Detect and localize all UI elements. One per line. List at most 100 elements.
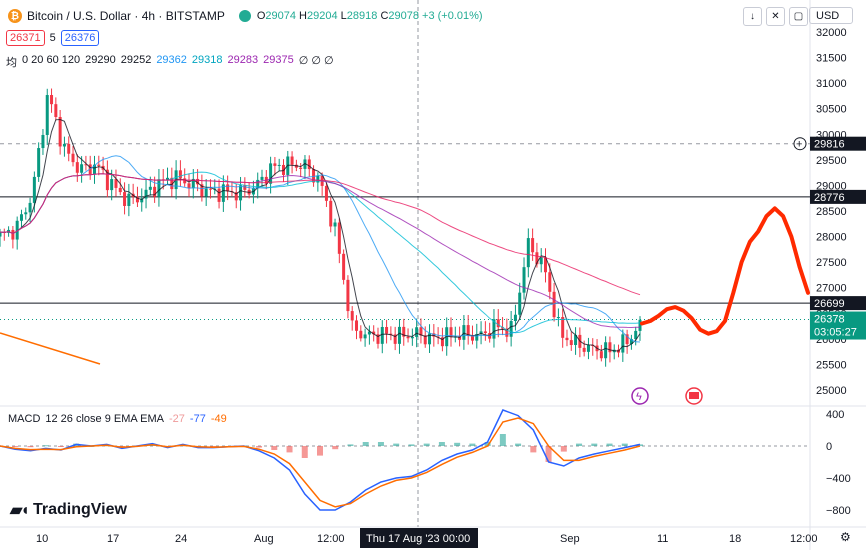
price-tick-label: 31000	[816, 78, 847, 90]
candle-body	[501, 327, 505, 329]
candle-body	[15, 220, 19, 240]
close-icon[interactable]: ✕	[766, 7, 785, 26]
currency-select[interactable]: USD	[809, 7, 853, 24]
candle-body	[513, 314, 517, 322]
price-tick-label: 30500	[816, 104, 847, 116]
candle-body	[548, 272, 552, 292]
candle-body	[256, 179, 260, 189]
candle-body	[217, 188, 221, 202]
macd-histogram-bar	[286, 446, 293, 453]
candle-body	[118, 187, 122, 193]
macd-histogram-bar	[332, 446, 339, 450]
candle-body	[41, 134, 45, 149]
macd-histogram-bar	[576, 443, 583, 446]
macd-histogram-bar	[12, 446, 19, 447]
candle-body	[196, 178, 200, 185]
time-tick-label: 17	[107, 533, 119, 545]
bid-price[interactable]: 26371	[6, 30, 45, 46]
macd-params: 12 26 close 9 EMA EMA	[45, 413, 165, 425]
candle-body	[634, 330, 638, 340]
candle-body	[307, 159, 311, 170]
ma-legend[interactable]: 均 0 20 60 120 29290 29252 29362 29318 29…	[6, 54, 334, 70]
candle-body	[269, 163, 273, 184]
arrow-down-icon[interactable]: ↓	[743, 7, 762, 26]
symbol-title[interactable]: Bitcoin / U.S. Dollar · 4h · BITSTAMP	[27, 9, 225, 23]
candle-body	[135, 196, 139, 203]
trend-line	[0, 332, 101, 365]
macd-histogram-bar	[393, 443, 400, 446]
macd-histogram-bar	[469, 443, 476, 446]
candle-body	[24, 212, 28, 215]
candle-body	[462, 325, 466, 340]
candle-body	[569, 340, 573, 346]
moving-average-line	[0, 171, 641, 334]
lightning-glyph: ϟ	[636, 391, 642, 403]
price-line-label: 28776	[814, 192, 845, 204]
settings-gear-icon[interactable]: ⚙	[840, 530, 851, 544]
candle-body	[638, 319, 642, 331]
candle-body	[604, 342, 608, 359]
macd-tick-label: 400	[826, 409, 844, 421]
candle-body	[359, 330, 363, 339]
current-price-box	[810, 311, 866, 340]
price-tick-label: 29000	[816, 180, 847, 192]
quote-row: 26371 5 26376	[6, 30, 100, 46]
candle-body	[483, 331, 487, 334]
candle-body	[178, 170, 182, 179]
macd-histogram-bar	[408, 444, 415, 446]
macd-value-signal: -49	[210, 413, 227, 425]
candle-body	[127, 193, 131, 206]
macd-legend[interactable]: MACD 12 26 close 9 EMA EMA -27 -77 -49	[8, 413, 227, 425]
candle-body	[479, 331, 483, 335]
signal-line	[0, 417, 641, 508]
candle-body	[123, 192, 127, 206]
macd-histogram-bar	[57, 446, 64, 447]
price-line-label: 26699	[814, 298, 845, 310]
candle-body	[84, 164, 88, 166]
candle-body	[28, 202, 32, 213]
macd-histogram-bar	[271, 446, 278, 450]
candle-body	[582, 347, 586, 352]
time-tick-label: 24	[175, 533, 187, 545]
countdown-label: 03:05:27	[814, 327, 857, 339]
candle-body	[80, 164, 84, 173]
candle-body	[157, 179, 161, 197]
candle-body	[11, 229, 15, 240]
current-price-label: 26378	[814, 314, 845, 326]
tradingview-logo[interactable]: ▰◖ TradingView	[10, 500, 127, 520]
maximize-icon[interactable]: ▢	[789, 7, 808, 26]
ma-value-6: 29375	[263, 54, 294, 66]
candle-body	[535, 252, 539, 265]
candle-body	[221, 184, 225, 202]
candle-body	[367, 331, 371, 335]
candle-body	[50, 95, 54, 105]
candle-body	[170, 177, 174, 190]
price-label-box	[810, 136, 866, 151]
price-label-box	[810, 296, 866, 311]
ohlc-readout: O29074 H29204 L28918 C29078 +3 (+0.01%)	[256, 10, 483, 22]
candle-body	[191, 178, 195, 189]
candle-body	[526, 238, 530, 268]
candle-body	[385, 326, 389, 334]
price-line-label: 29816	[814, 139, 845, 151]
price-tick-label: 25000	[816, 385, 847, 397]
ask-price[interactable]: 26376	[60, 30, 100, 46]
candle-body	[475, 334, 479, 341]
tradingview-mark-icon: ▰◖	[10, 502, 30, 519]
macd-histogram-bar	[454, 442, 461, 446]
time-tick-label: 12:00	[317, 533, 345, 545]
price-tick-label: 27500	[816, 257, 847, 269]
price-tick-label: 32000	[816, 27, 847, 39]
macd-tick-label: −400	[826, 473, 851, 485]
candle-body	[226, 184, 230, 192]
candle-body	[62, 143, 66, 147]
candle-body	[346, 279, 350, 312]
price-tick-label: 28000	[816, 232, 847, 244]
price-tick-label: 28500	[816, 206, 847, 218]
candle-body	[402, 326, 406, 337]
moving-average-line	[0, 155, 641, 343]
candle-body	[599, 351, 603, 359]
macd-histogram-bar	[256, 446, 263, 448]
